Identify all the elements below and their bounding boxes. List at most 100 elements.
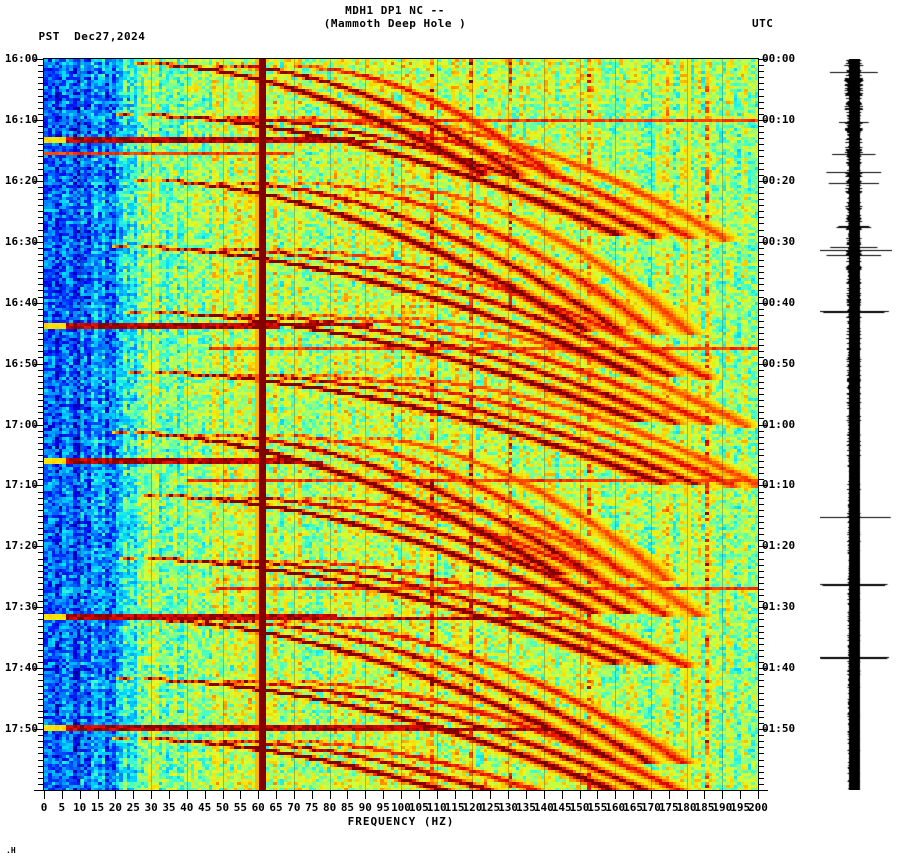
frequency-label: 160 [605,801,626,814]
time-tick-minor-right [759,65,764,66]
time-tick-major-left [34,59,43,60]
time-tick-minor-left [38,126,43,127]
time-tick-minor-left [38,552,43,553]
time-label-utc: 00:40 [762,295,796,309]
frequency-label: 115 [444,801,465,814]
frequency-label: 150 [569,801,590,814]
time-tick-minor-right [759,552,764,553]
time-label-pst: 16:30 [4,234,38,248]
time-tick-minor-left [38,589,43,590]
frequency-tick [437,791,438,799]
time-tick-major-left [34,181,43,182]
time-tick-minor-right [759,662,764,663]
time-tick-major-left [34,425,43,426]
time-tick-minor-right [759,644,764,645]
frequency-tick [62,791,63,799]
time-label-utc: 00:20 [762,173,796,187]
frequency-label: 55 [233,801,247,814]
frequency-tick [44,791,45,799]
time-label-pst: 17:30 [4,600,38,614]
time-tick-minor-left [38,650,43,651]
time-tick-minor-left [38,498,43,499]
time-tick-minor-left [38,711,43,712]
time-tick-minor-right [759,193,764,194]
time-tick-minor-left [38,516,43,517]
time-tick-major-left [34,729,43,730]
frequency-label: 120 [462,801,483,814]
time-tick-minor-left [38,534,43,535]
time-tick-minor-right [759,741,764,742]
frequency-label: 75 [305,801,319,814]
time-tick-minor-left [38,77,43,78]
spectrogram-plot[interactable] [44,59,758,790]
frequency-tick [365,791,366,799]
time-tick-minor-left [38,284,43,285]
time-tick-minor-left [38,260,43,261]
time-label-utc: 01:30 [762,600,796,614]
time-label-utc: 01:10 [762,478,796,492]
time-tick-minor-left [38,376,43,377]
time-tick-minor-right [759,351,764,352]
time-tick-minor-left [38,601,43,602]
time-tick-minor-right [759,626,764,627]
time-tick-minor-right [759,205,764,206]
waveform-trace-panel[interactable] [820,59,892,790]
time-tick-minor-right [759,400,764,401]
time-tick-minor-left [38,595,43,596]
frequency-tick [651,791,652,799]
time-tick-minor-left [38,333,43,334]
time-tick-minor-left [38,278,43,279]
time-tick-minor-left [38,169,43,170]
time-tick-minor-left [38,680,43,681]
time-tick-minor-left [38,138,43,139]
time-label-utc: 01:00 [762,417,796,431]
frequency-tick [580,791,581,799]
time-tick-minor-right [759,619,764,620]
frequency-label: 10 [73,801,87,814]
time-tick-minor-right [759,510,764,511]
time-label-pst: 16:20 [4,173,38,187]
time-label-utc: 00:00 [762,52,796,65]
time-tick-minor-right [759,163,764,164]
time-tick-minor-left [38,644,43,645]
spectrogram-canvas[interactable] [44,59,758,790]
time-tick-minor-right [759,443,764,444]
time-tick-minor-left [38,565,43,566]
time-tick-minor-left [38,613,43,614]
time-tick-major-right [759,729,768,730]
waveform-trace-canvas[interactable] [820,59,892,790]
time-tick-minor-left [38,108,43,109]
time-tick-minor-right [759,169,764,170]
time-tick-minor-right [759,370,764,371]
time-tick-minor-left [38,674,43,675]
time-tick-minor-right [759,211,764,212]
time-tick-minor-right [759,114,764,115]
time-tick-minor-right [759,272,764,273]
time-tick-minor-right [759,711,764,712]
frequency-label: 45 [198,801,212,814]
time-tick-minor-left [38,357,43,358]
time-tick-minor-right [759,784,764,785]
frequency-label: 135 [516,801,536,814]
time-tick-minor-left [38,778,43,779]
time-tick-minor-right [759,266,764,267]
time-tick-minor-left [38,747,43,748]
frequency-label: 70 [287,801,301,814]
frequency-tick [258,791,259,799]
time-tick-minor-right [759,327,764,328]
time-tick-minor-right [759,632,764,633]
frequency-tick [704,791,705,799]
frequency-tick [401,791,402,799]
time-tick-minor-left [38,236,43,237]
frequency-label: 85 [340,801,355,814]
time-tick-minor-right [759,571,764,572]
time-tick-minor-right [759,138,764,139]
frequency-axis-title: FREQUENCY (HZ) [347,815,455,828]
time-tick-minor-left [38,132,43,133]
time-tick-major-left [34,546,43,547]
time-tick-minor-right [759,516,764,517]
time-tick-minor-right [759,747,764,748]
time-tick-minor-right [759,656,764,657]
time-tick-minor-left [38,254,43,255]
time-tick-minor-left [38,723,43,724]
